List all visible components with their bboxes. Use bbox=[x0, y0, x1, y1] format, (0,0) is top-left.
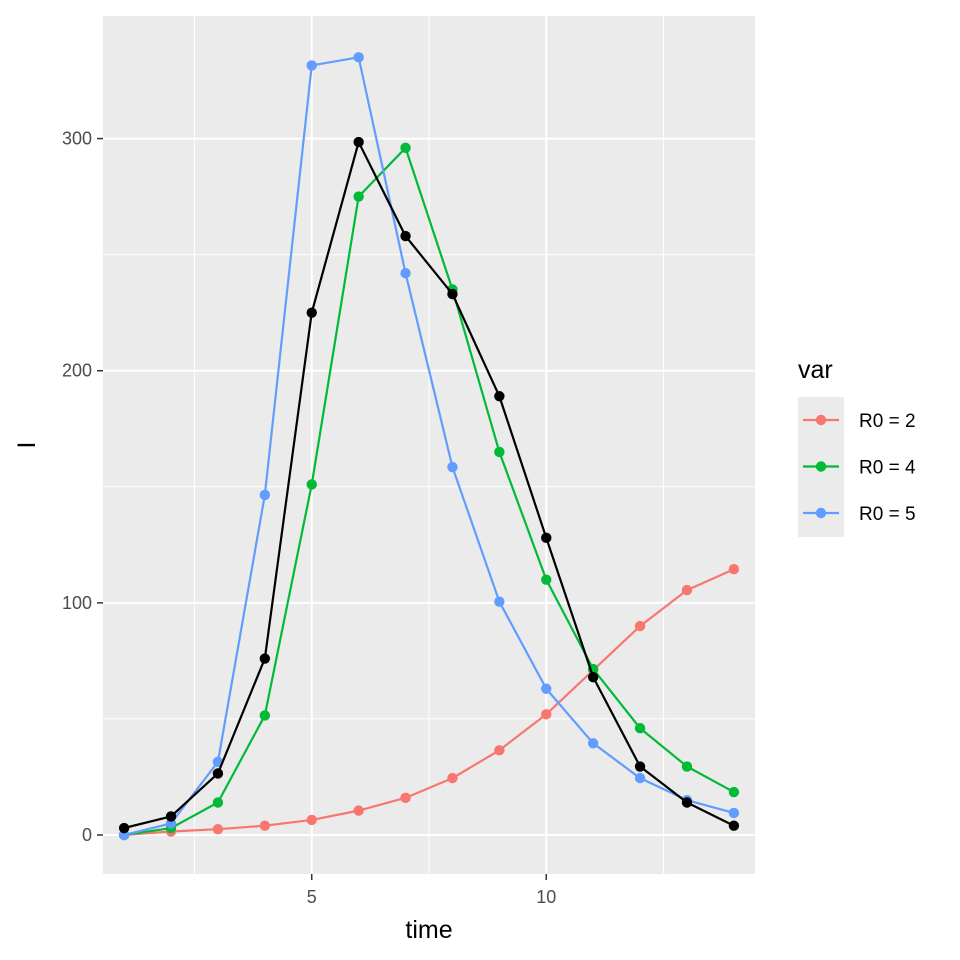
data-point bbox=[447, 461, 458, 473]
data-point bbox=[541, 574, 552, 585]
series-line bbox=[123, 140, 735, 830]
y-tick-label: 0 bbox=[82, 825, 92, 845]
data-point bbox=[353, 136, 364, 148]
series-layer bbox=[118, 52, 740, 841]
series-line bbox=[124, 568, 735, 837]
legend-key-point bbox=[815, 507, 827, 519]
y-tick-label: 200 bbox=[62, 361, 92, 381]
data-point bbox=[212, 768, 224, 779]
data-point bbox=[634, 620, 646, 632]
legend-label: R0 = 5 bbox=[859, 504, 916, 525]
data-point bbox=[494, 745, 505, 756]
x-tick-label: 5 bbox=[307, 887, 317, 907]
data-point bbox=[728, 820, 740, 831]
data-point bbox=[447, 288, 458, 300]
data-point bbox=[118, 822, 130, 834]
data-point bbox=[400, 792, 411, 804]
data-point bbox=[165, 811, 177, 822]
axis-ticks bbox=[97, 137, 548, 880]
legend-item: R0 = 4 bbox=[803, 458, 916, 479]
data-point bbox=[400, 268, 411, 279]
data-point bbox=[681, 584, 693, 596]
data-point bbox=[681, 761, 693, 772]
series-line bbox=[123, 146, 735, 837]
data-point bbox=[541, 532, 552, 544]
legend-key-point bbox=[815, 461, 827, 472]
data-point bbox=[259, 653, 271, 664]
data-point bbox=[634, 761, 646, 772]
data-point bbox=[306, 307, 317, 318]
series-line bbox=[123, 56, 735, 837]
legend-key-point bbox=[815, 414, 827, 426]
data-point bbox=[259, 489, 271, 501]
minor-gridlines bbox=[103, 16, 755, 874]
data-point bbox=[259, 710, 271, 721]
series-4 bbox=[118, 136, 740, 834]
legend-item: R0 = 2 bbox=[803, 411, 916, 432]
y-axis-title: I bbox=[13, 442, 41, 449]
data-point bbox=[587, 738, 599, 749]
series-1 bbox=[118, 563, 740, 841]
data-point bbox=[541, 709, 552, 720]
legend: var R0 = 2 R0 = 4 R0 = 5 bbox=[798, 356, 916, 537]
legend-label: R0 = 2 bbox=[859, 411, 916, 432]
x-tick-label: 10 bbox=[536, 887, 556, 907]
legend-item: R0 = 5 bbox=[803, 504, 916, 525]
data-point bbox=[681, 797, 693, 808]
data-point bbox=[634, 723, 646, 734]
data-point bbox=[306, 60, 317, 71]
x-axis-title: time bbox=[405, 916, 452, 944]
data-point bbox=[353, 52, 364, 63]
data-point bbox=[728, 786, 740, 798]
data-point bbox=[400, 230, 411, 242]
data-point bbox=[306, 814, 317, 826]
data-point bbox=[353, 805, 364, 816]
data-point bbox=[494, 446, 505, 458]
data-point bbox=[494, 391, 505, 402]
data-point bbox=[353, 191, 364, 202]
data-point bbox=[259, 820, 271, 831]
data-point bbox=[728, 807, 740, 819]
data-point bbox=[634, 772, 646, 784]
data-point bbox=[541, 683, 552, 694]
data-point bbox=[212, 823, 224, 835]
y-tick-label: 300 bbox=[62, 129, 92, 149]
data-point bbox=[212, 797, 224, 808]
data-point bbox=[587, 671, 599, 683]
data-point bbox=[494, 596, 505, 607]
legend-label: R0 = 4 bbox=[859, 458, 916, 479]
data-point bbox=[400, 142, 411, 154]
y-tick-label: 100 bbox=[62, 593, 92, 613]
legend-title: var bbox=[798, 356, 833, 384]
data-point bbox=[306, 479, 317, 490]
data-point bbox=[447, 772, 458, 784]
data-point bbox=[728, 563, 740, 575]
